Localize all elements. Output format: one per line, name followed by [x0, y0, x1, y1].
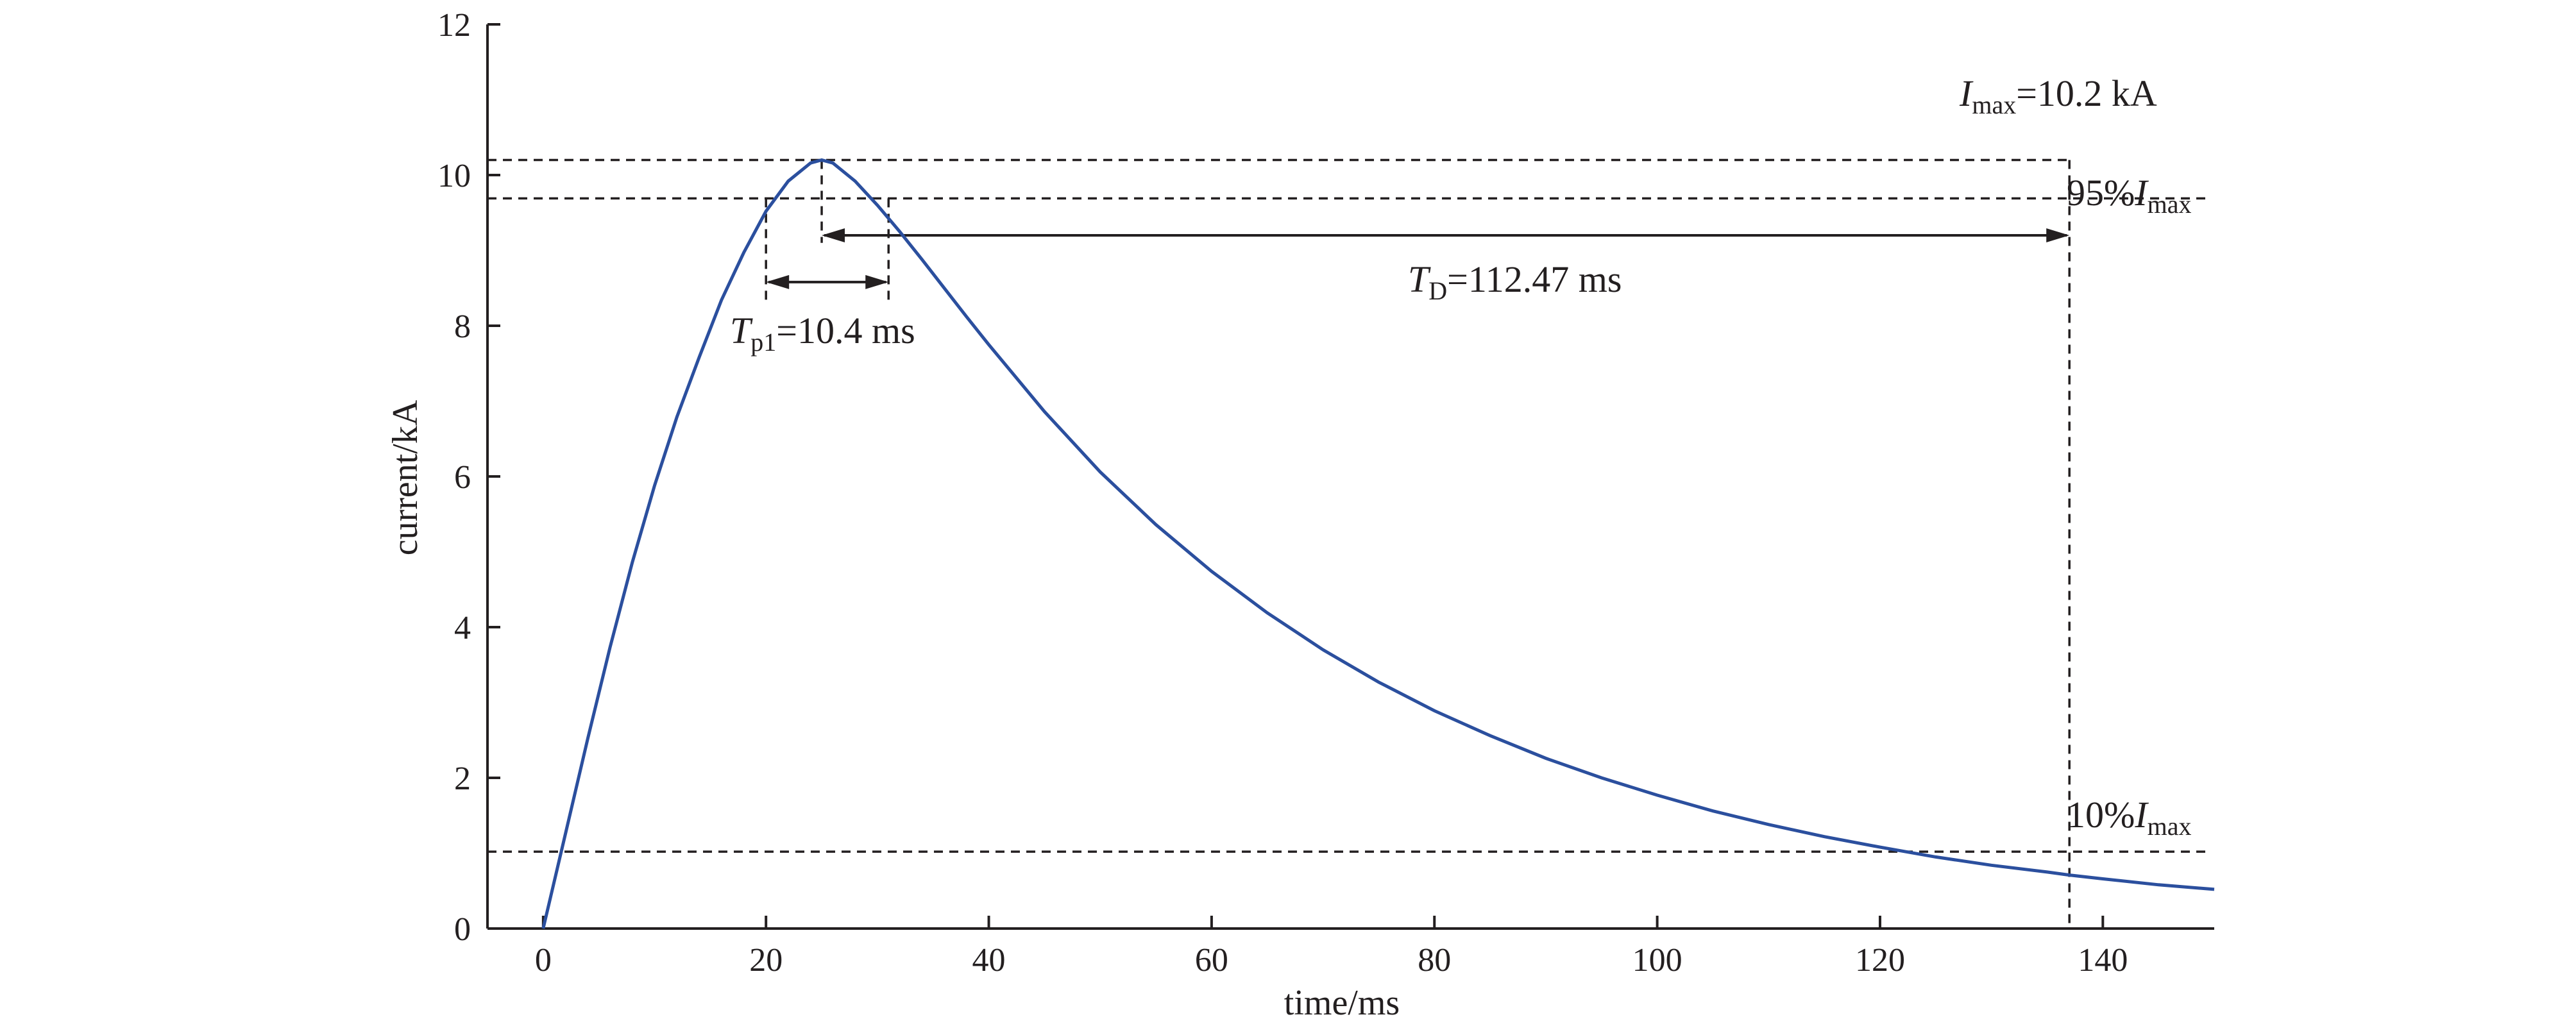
tp1-arrow-head-left — [766, 274, 790, 289]
p10-label: 10%Imax — [2067, 794, 2192, 841]
td-arrow-head-right — [2046, 228, 2070, 242]
axes: 0 20 40 60 80 100 120 140 0 2 4 6 8 10 12 — [437, 7, 2214, 979]
y-tick-label: 12 — [437, 7, 471, 44]
duration-arrows — [766, 228, 2070, 289]
y-tick-label: 4 — [454, 610, 471, 646]
y-tick-label: 2 — [454, 761, 471, 797]
x-tick-label: 140 — [2078, 942, 2128, 979]
x-tick-label: 20 — [749, 942, 783, 979]
tp1-arrow-head-right — [865, 274, 889, 289]
x-tick-label: 120 — [1855, 942, 1905, 979]
td-label: TD=112.47 ms — [1408, 258, 1622, 305]
y-tick-label: 10 — [437, 158, 471, 194]
x-tick-label: 60 — [1195, 942, 1228, 979]
x-tick-label: 0 — [535, 942, 552, 979]
y-tick-label: 6 — [454, 459, 471, 496]
x-axis-title: time/ms — [1284, 983, 1400, 1023]
y-axis-title: current/kA — [386, 399, 425, 555]
td-arrow-head-left — [822, 228, 845, 242]
imax-label: Imax=10.2 kA — [1959, 72, 2157, 119]
y-tick-label: 8 — [454, 308, 471, 345]
tp1-label: Tp1=10.4 ms — [730, 310, 915, 357]
x-tick-label: 40 — [972, 942, 1006, 979]
y-tick-label: 0 — [454, 911, 471, 948]
reference-lines — [487, 158, 2209, 929]
p95-label: 95%Imax — [2067, 172, 2192, 219]
x-tick-label: 80 — [1418, 942, 1451, 979]
x-tick-label: 100 — [1632, 942, 1682, 979]
current-waveform-line — [541, 158, 2215, 929]
